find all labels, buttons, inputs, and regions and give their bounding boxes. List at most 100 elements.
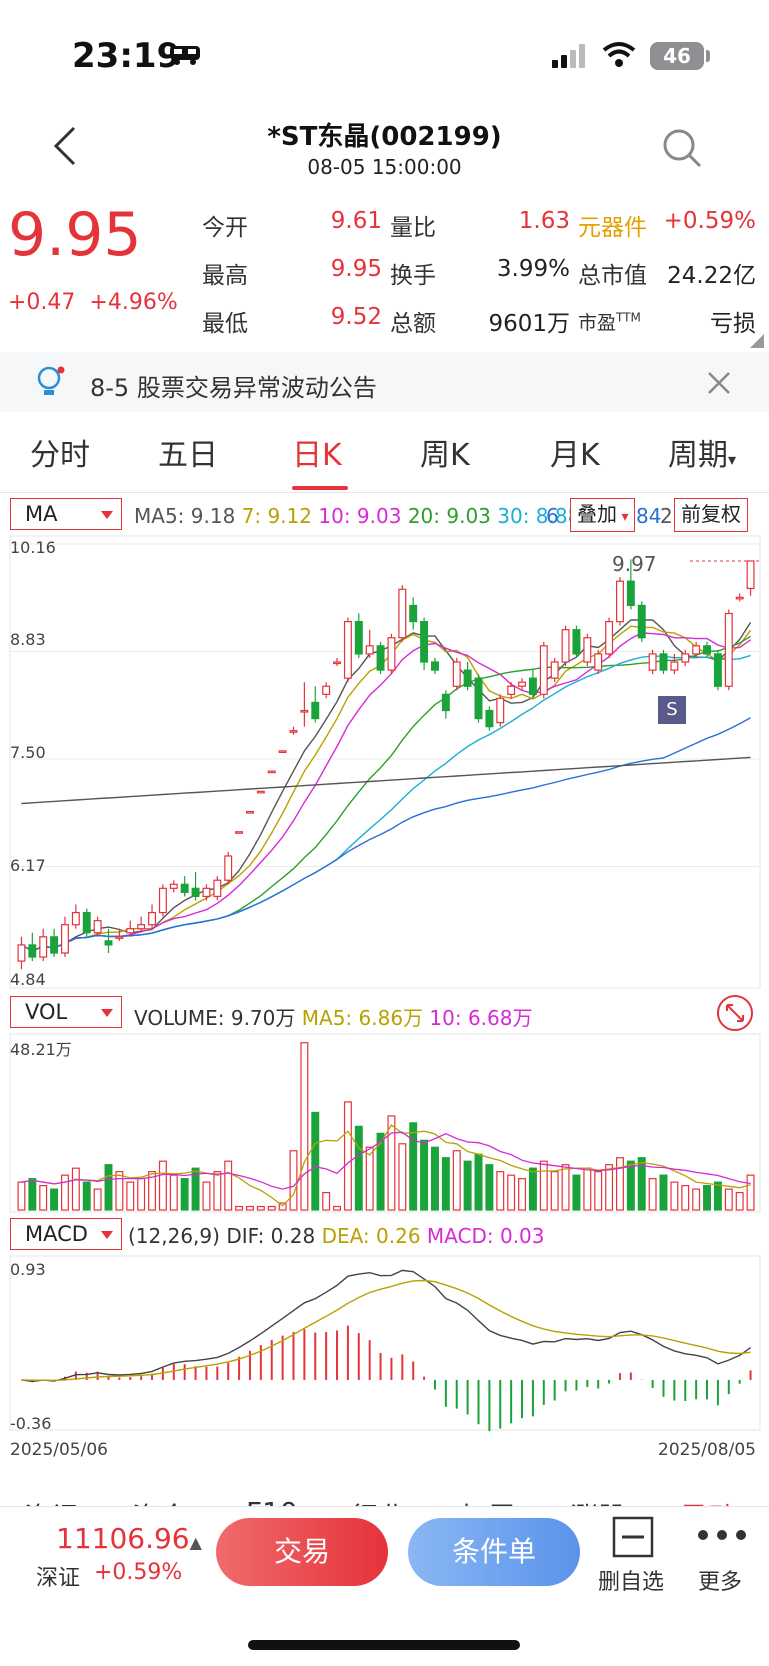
volume-bar xyxy=(594,1171,603,1211)
trade-button[interactable]: 交易 xyxy=(216,1518,388,1586)
notice-text[interactable]: 8-5 股票交易异常波动公告 xyxy=(90,374,377,402)
back-icon[interactable] xyxy=(50,124,80,168)
dif-value: DIF: 0.28 xyxy=(226,1224,316,1248)
candle-body xyxy=(137,924,146,930)
candle-body xyxy=(322,685,331,695)
volume-bar xyxy=(354,1125,363,1211)
remove-favorite-label[interactable]: 删自选 xyxy=(598,1570,665,1595)
high-label: 最高 xyxy=(202,263,248,289)
kline-chart[interactable] xyxy=(0,534,769,992)
macd-chart[interactable] xyxy=(0,1254,769,1432)
candle-body xyxy=(169,883,178,889)
market-cap-value: 24.22亿 xyxy=(667,263,756,289)
candle-body xyxy=(213,879,222,898)
candle-body xyxy=(474,677,483,720)
quote-timestamp: 08-05 15:00:00 xyxy=(307,155,462,179)
notice-bar[interactable] xyxy=(0,352,769,412)
candle-body xyxy=(300,709,309,713)
close-icon[interactable] xyxy=(706,370,732,396)
candle-body xyxy=(550,661,559,679)
volume-bar xyxy=(50,1188,59,1211)
tab-weekly-k[interactable]: 周K xyxy=(420,438,470,473)
index-value[interactable]: 11106.96▲ xyxy=(56,1522,202,1555)
candle-body xyxy=(539,645,548,695)
candle-body xyxy=(343,620,352,679)
candle-body xyxy=(104,940,113,946)
candle-body xyxy=(60,924,69,954)
tab-period-label: 周期 xyxy=(668,438,728,473)
high-marker-label: 9.97 xyxy=(612,552,657,576)
candle-body xyxy=(17,944,26,962)
tab-daily-k[interactable]: 日K xyxy=(292,438,342,473)
macd-values: (12,26,9) DIF: 0.28 DEA: 0.26 MACD: 0.03 xyxy=(128,1224,545,1248)
volume-bar xyxy=(452,1150,461,1211)
ma5-line xyxy=(21,619,752,952)
tab-five-day[interactable]: 五日 xyxy=(158,438,218,473)
volume-bar xyxy=(387,1115,396,1211)
candle-body xyxy=(71,911,80,926)
volume-bar xyxy=(17,1181,26,1211)
candle-body xyxy=(267,770,276,774)
volume-bar xyxy=(28,1178,37,1211)
volume-bar xyxy=(376,1132,385,1211)
vol-ma10: 10: 6.68万 xyxy=(429,1006,533,1030)
volume-bar xyxy=(158,1160,167,1211)
candle-body xyxy=(376,645,385,671)
pe-label-text: 市盈 xyxy=(578,312,617,334)
change-percent: +4.96% xyxy=(89,290,178,315)
candle-body xyxy=(713,653,722,687)
macd-select[interactable]: MACD xyxy=(10,1218,122,1250)
dropdown-arrow-icon xyxy=(101,1009,113,1017)
volume-bar xyxy=(485,1164,494,1211)
high-value: 9.95 xyxy=(330,256,382,282)
expand-corner-icon[interactable] xyxy=(750,334,764,348)
turnover-value: 3.99% xyxy=(496,256,570,282)
tab-monthly-k[interactable]: 月K xyxy=(550,438,600,473)
signal-icon xyxy=(552,44,585,68)
index-change: +0.59% xyxy=(94,1560,183,1585)
overlay-button[interactable]: 叠加 ▾ xyxy=(570,498,636,532)
volume-bar xyxy=(681,1185,690,1211)
volume-chart[interactable] xyxy=(0,1032,769,1216)
candle-body xyxy=(572,629,581,655)
turnover-label: 换手 xyxy=(390,263,436,289)
candle-body xyxy=(115,936,124,939)
dif-line xyxy=(21,1269,752,1383)
candle-body xyxy=(365,645,374,655)
adjust-button[interactable]: 前复权 xyxy=(674,498,748,532)
candle-body xyxy=(703,645,712,655)
amount-value: 9601万 xyxy=(488,311,570,337)
remove-favorite-icon[interactable] xyxy=(612,1516,654,1558)
volume-bar xyxy=(300,1042,309,1211)
ma-select[interactable]: MA xyxy=(10,498,122,530)
volume-bar xyxy=(126,1181,135,1211)
ma20-value: 20: 9.03 xyxy=(407,504,491,528)
candle-body xyxy=(82,911,91,934)
candle-body xyxy=(180,883,189,893)
vol-select[interactable]: VOL xyxy=(10,996,122,1028)
fullscreen-icon[interactable] xyxy=(716,994,754,1032)
search-icon[interactable] xyxy=(660,126,704,170)
status-time: 23:19 xyxy=(72,36,181,76)
volume-ratio-value: 1.63 xyxy=(518,208,570,234)
candle-body xyxy=(452,661,461,687)
conditional-order-button[interactable]: 条件单 xyxy=(408,1518,580,1586)
candle-body xyxy=(93,920,102,934)
sector-label[interactable]: 元器件 xyxy=(578,215,647,241)
volume-bar xyxy=(496,1171,505,1211)
market-cap-label: 总市值 xyxy=(578,263,647,289)
tab-intraday[interactable]: 分时 xyxy=(30,438,90,473)
more-label[interactable]: 更多 xyxy=(698,1570,743,1595)
vol-values: VOLUME: 9.70万 MA5: 6.86万 10: 6.68万 xyxy=(134,1002,532,1031)
volume-bar xyxy=(365,1146,374,1211)
volume-bar xyxy=(311,1111,320,1211)
ma-values: MA5: 9.18 7: 9.12 10: 9.03 20: 9.03 30: … xyxy=(134,504,580,528)
volume-bar xyxy=(703,1185,712,1211)
sell-marker[interactable]: S xyxy=(658,696,686,724)
low-value: 9.52 xyxy=(330,304,382,330)
more-icon[interactable] xyxy=(696,1528,748,1542)
candle-body xyxy=(637,604,646,639)
kline-frame xyxy=(9,535,761,989)
tab-period[interactable]: 周期▾ xyxy=(668,430,736,474)
candle-body xyxy=(50,936,59,954)
